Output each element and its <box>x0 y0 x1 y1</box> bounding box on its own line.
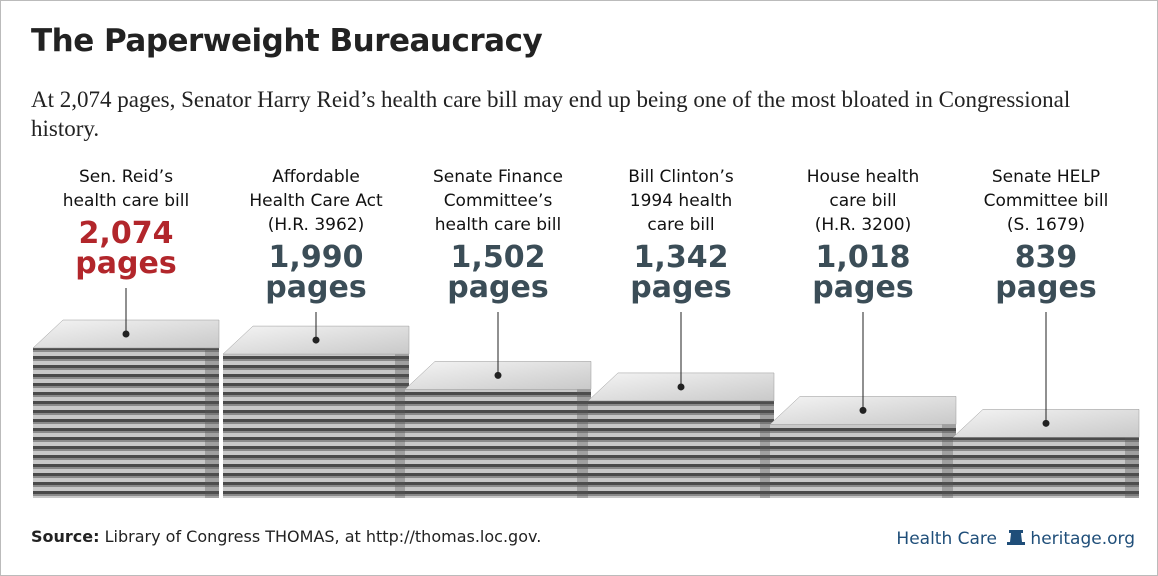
unit-label: pages <box>408 273 588 303</box>
stack-shade <box>1125 437 1139 498</box>
unit-label: pages <box>773 273 953 303</box>
category-label: Affordable Health Care Act (H.R. 3962) <box>226 165 406 237</box>
category-label: Senate HELP Committee bill (S. 1679) <box>956 165 1136 237</box>
paper-stack <box>405 312 591 498</box>
stack-side <box>33 348 219 498</box>
unit-label: pages <box>591 273 771 303</box>
topic: Health Care <box>896 529 997 549</box>
brand: Health Care heritage.org <box>896 527 1135 549</box>
stack-side <box>588 401 774 498</box>
bar-label: Senate Finance Committee’s health care b… <box>408 165 588 303</box>
unit-label: pages <box>956 273 1136 303</box>
paper-stack <box>953 312 1139 498</box>
category-label: House health care bill (H.R. 3200) <box>773 165 953 237</box>
category-label: Bill Clinton’s 1994 health care bill <box>591 165 771 237</box>
stack-side <box>953 437 1139 498</box>
value-label: 1,018 <box>773 243 953 273</box>
paper-stack <box>33 288 219 498</box>
category-label: Sen. Reid’s health care bill <box>36 165 216 213</box>
stack-side <box>405 389 591 498</box>
value-label: 1,502 <box>408 243 588 273</box>
value-label: 1,990 <box>226 243 406 273</box>
value-label: 1,342 <box>591 243 771 273</box>
stack-shade <box>205 348 219 498</box>
infographic: The Paperweight Bureaucracy At 2,074 pag… <box>0 0 1158 576</box>
site: heritage.org <box>1030 529 1135 549</box>
category-label: Senate Finance Committee’s health care b… <box>408 165 588 237</box>
unit-label: pages <box>226 273 406 303</box>
paper-stack <box>223 312 409 498</box>
bell-icon <box>1006 527 1026 547</box>
source: Library of Congress THOMAS, at http://th… <box>105 527 542 546</box>
source-line: Source: Library of Congress THOMAS, at h… <box>31 527 541 546</box>
source-label: Source: <box>31 527 100 546</box>
paper-stack <box>770 312 956 498</box>
paper-stack <box>588 312 774 498</box>
bar-label: Bill Clinton’s 1994 health care bill 1,34… <box>591 165 771 303</box>
value-label: 839 <box>956 243 1136 273</box>
stack-side <box>770 424 956 498</box>
value-label: 2,074 <box>36 219 216 249</box>
unit-label: pages <box>36 249 216 279</box>
bar-label: Affordable Health Care Act (H.R. 3962) 1,… <box>226 165 406 303</box>
stack-side <box>223 354 409 498</box>
